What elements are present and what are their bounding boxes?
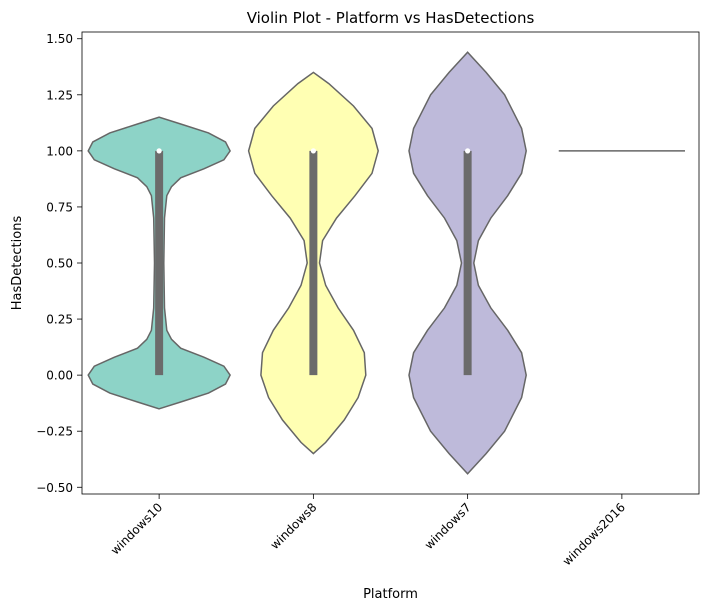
x-tick-label: windows8 bbox=[268, 500, 320, 552]
y-tick-label: 0.00 bbox=[46, 369, 73, 383]
violins-layer bbox=[87, 51, 685, 475]
y-axis-label: HasDetections bbox=[10, 216, 25, 311]
y-tick-label: 0.50 bbox=[46, 257, 73, 271]
y-axis: −0.50 −0.25 0.00 0.25 0.50 0.75 1.00 1.25 1.50 bbox=[36, 32, 82, 495]
x-tick-label: windows2016 bbox=[560, 500, 628, 568]
x-tick-label: windows7 bbox=[422, 500, 474, 552]
x-tick-label: windows10 bbox=[108, 500, 165, 557]
y-tick-label: 1.25 bbox=[46, 88, 73, 102]
x-axis: windows10 windows8 windows7 windows2016 bbox=[108, 494, 628, 568]
y-tick-label: −0.50 bbox=[36, 481, 73, 495]
x-axis-label: Platform bbox=[363, 587, 418, 602]
y-tick-label: 1.50 bbox=[46, 32, 73, 46]
median-windows8 bbox=[310, 148, 316, 154]
y-tick-label: 0.25 bbox=[46, 313, 73, 327]
y-tick-label: 0.75 bbox=[46, 200, 73, 214]
plot-area bbox=[81, 31, 700, 495]
median-windows7 bbox=[465, 148, 471, 154]
median-windows10 bbox=[156, 148, 162, 154]
chart-title: Violin Plot - Platform vs HasDetections bbox=[247, 9, 535, 27]
y-tick-label: −0.25 bbox=[36, 425, 73, 439]
y-tick-label: 1.00 bbox=[46, 144, 73, 158]
